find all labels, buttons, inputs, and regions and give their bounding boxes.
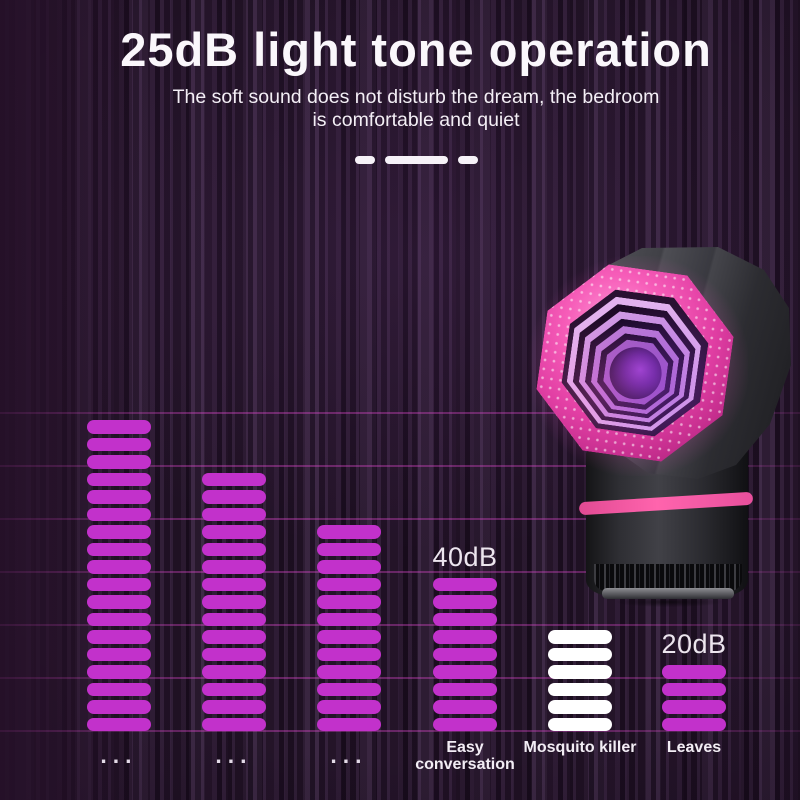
- bar-segment: [433, 630, 497, 644]
- bar-segment: [87, 490, 151, 504]
- subtitle: The soft sound does not disturb the drea…: [32, 86, 800, 132]
- bar-column-1: [87, 420, 151, 731]
- bar-segment: [317, 682, 381, 696]
- bar-segment: [317, 647, 381, 661]
- bar-segment: [317, 612, 381, 626]
- bar-segment: [202, 560, 266, 574]
- bar-segment: [548, 647, 612, 661]
- bar-segment: [202, 700, 266, 714]
- bar-segment: [662, 717, 726, 731]
- bar-segment: [548, 717, 612, 731]
- bar-segment: [433, 612, 497, 626]
- bar-column-6: [662, 665, 726, 731]
- bar-segment: [548, 630, 612, 644]
- bar-segment: [87, 560, 151, 574]
- bar-segment: [202, 525, 266, 539]
- category-label-1: ...: [100, 742, 138, 768]
- bar-segment: [317, 560, 381, 574]
- category-label-3: ...: [330, 742, 368, 768]
- bar-segment: [548, 682, 612, 696]
- bar-segment: [202, 717, 266, 731]
- bar-segment: [87, 665, 151, 679]
- grid-line-3: [0, 518, 800, 520]
- bar-segment: [433, 665, 497, 679]
- dash-2: [384, 156, 448, 164]
- product-base-plate: [602, 588, 734, 599]
- grid-line-6: [0, 677, 800, 679]
- grid-line-2: [0, 465, 800, 467]
- bar-segment: [87, 647, 151, 661]
- bar-segment: [87, 630, 151, 644]
- category-label-2: ...: [215, 742, 253, 768]
- bar-segment: [87, 595, 151, 609]
- bar-column-5: [548, 630, 612, 731]
- bar-column-3: [317, 525, 381, 731]
- grid-line-4: [0, 571, 800, 573]
- bar-segment: [433, 647, 497, 661]
- bar-segment: [87, 577, 151, 591]
- bar-segment: [433, 682, 497, 696]
- bar-segment: [202, 682, 266, 696]
- header: 25dB light tone operation The soft sound…: [32, 22, 800, 164]
- bar-segment: [433, 700, 497, 714]
- product-vent-grille: [594, 564, 742, 591]
- bar-segment: [202, 612, 266, 626]
- page-title: 25dB light tone operation: [120, 23, 712, 76]
- value-label-20dB: 20dB: [661, 629, 727, 659]
- bar-segment: [87, 437, 151, 451]
- bar-segment: [87, 455, 151, 469]
- bar-segment: [317, 525, 381, 539]
- bar-segment: [662, 682, 726, 696]
- bar-segment: [433, 577, 497, 591]
- dash-1: [354, 156, 375, 164]
- bar-segment: [662, 665, 726, 679]
- bar-segment: [317, 717, 381, 731]
- bar-column-4: [433, 577, 497, 731]
- grid-line-1: [0, 412, 800, 414]
- bar-segment: [317, 700, 381, 714]
- bar-segment: [87, 682, 151, 696]
- value-label-40dB: 40dB: [432, 541, 498, 572]
- bar-segment: [87, 472, 151, 486]
- bar-segment: [202, 577, 266, 591]
- bar-segment: [202, 490, 266, 504]
- category-label-5: Mosquito killer: [523, 739, 637, 756]
- bar-segment: [87, 700, 151, 714]
- grid-line-5: [0, 624, 800, 626]
- ring-tunnel-glow: [556, 284, 714, 442]
- bar-segment: [662, 700, 726, 714]
- bar-segment: [317, 665, 381, 679]
- bar-segment: [317, 595, 381, 609]
- bar-segment: [317, 630, 381, 644]
- bar-segment: [202, 647, 266, 661]
- bar-column-2: [202, 472, 266, 731]
- bar-segment: [87, 542, 151, 556]
- bar-segment: [202, 665, 266, 679]
- grid-line-7: [0, 730, 800, 732]
- category-label-6: Leaves: [666, 739, 722, 756]
- bar-segment: [433, 717, 497, 731]
- subtitle-line-2: is comfortable and quiet: [312, 109, 520, 131]
- bar-segment: [87, 612, 151, 626]
- bar-segment: [87, 507, 151, 521]
- bar-segment: [87, 717, 151, 731]
- bar-segment: [202, 542, 266, 556]
- bar-segment: [317, 542, 381, 556]
- bar-segment: [548, 700, 612, 714]
- subtitle-line-1: The soft sound does not disturb the drea…: [172, 86, 660, 108]
- bar-segment: [548, 665, 612, 679]
- dash-divider: [32, 156, 800, 164]
- bar-segment: [202, 595, 266, 609]
- category-label-4: Easy conversation: [415, 739, 515, 773]
- bar-segment: [87, 525, 151, 539]
- bar-segment: [202, 472, 266, 486]
- bar-segment: [433, 595, 497, 609]
- dash-3: [457, 156, 478, 164]
- bar-segment: [317, 577, 381, 591]
- bar-segment: [202, 507, 266, 521]
- bar-segment: [87, 420, 151, 434]
- bar-segment: [202, 630, 266, 644]
